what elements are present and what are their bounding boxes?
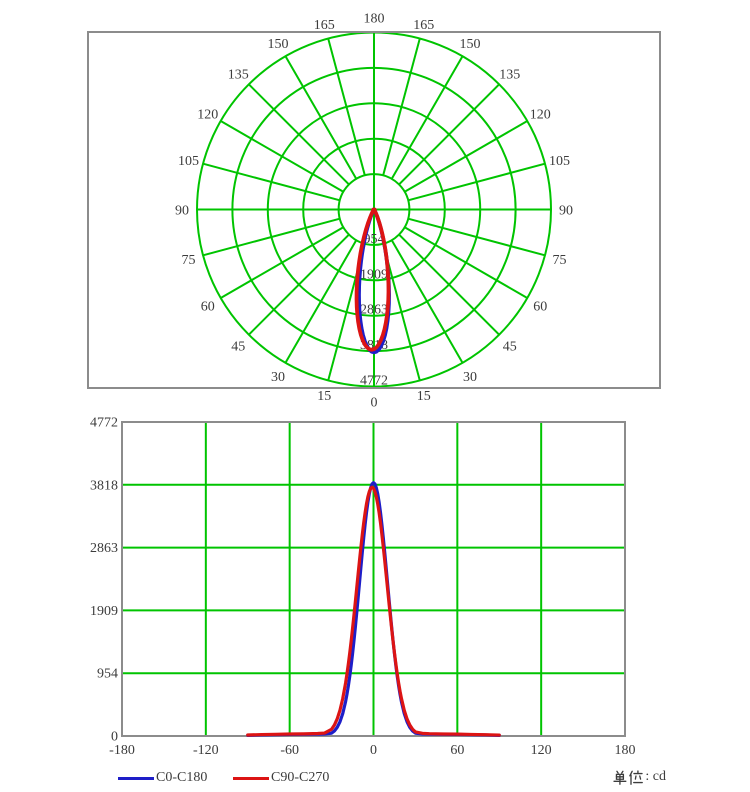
cartesian-grid [122, 422, 625, 736]
polar-spoke [404, 120, 528, 193]
polar-spoke [202, 162, 341, 202]
y-tick-label: 3818 [90, 478, 118, 493]
polar-spoke [390, 239, 464, 364]
y-tick-label: 4772 [90, 416, 118, 431]
x-tick-label: 0 [370, 743, 377, 758]
polar-curves [354, 207, 391, 355]
x-tick-label: 60 [450, 743, 464, 758]
polar-spoke [284, 239, 358, 364]
polar-angle-label: 180 [364, 12, 385, 27]
cartesian-labels: -180 -120 -60 0 60 120 180 0 954 1909 2863 3818 4772 [90, 416, 636, 759]
polar-angle-label: 45 [503, 339, 517, 354]
polar-angle-label: 90 [175, 204, 189, 219]
polar-spoke [220, 226, 344, 299]
unit-cjk-glyphs [613, 769, 644, 785]
polar-spoke [398, 233, 500, 336]
x-tick-label: 180 [615, 743, 636, 758]
polar-angle-label: 0 [371, 396, 378, 411]
x-tick-label: -60 [280, 743, 299, 758]
cartesian-curves [246, 481, 501, 737]
polar-angle-label: 60 [201, 300, 215, 315]
cjk-dan-glyph [613, 770, 627, 785]
polar-angle-label: 150 [460, 37, 481, 52]
polar-spoke [248, 83, 350, 186]
polar-angle-label: 30 [271, 370, 285, 385]
polar-ring-label: 2863 [360, 303, 388, 318]
polar-angle-label: 105 [549, 154, 570, 169]
polar-spoke [284, 55, 358, 180]
polar-angle-label: 135 [499, 68, 520, 83]
legend-item-c0-c180: C0-C180 [118, 769, 207, 787]
legend-label-c90-c270: C90-C270 [271, 770, 330, 785]
polar-angle-label: 90 [559, 204, 573, 219]
y-tick-label: 954 [97, 667, 118, 682]
x-tick-label: -180 [109, 743, 135, 758]
polar-angle-label: 165 [413, 18, 434, 33]
polar-spoke [202, 217, 341, 257]
legend-line-c0-c180 [118, 776, 154, 780]
unit-caption: : cd [612, 768, 666, 786]
polar-angle-label: 15 [417, 389, 431, 404]
polar-spoke [382, 38, 421, 176]
polar-angle-label: 105 [178, 154, 199, 169]
unit-colon: : [645, 769, 650, 784]
legend-item-c90-c270: C90-C270 [233, 769, 329, 787]
polar-ring-label: 954 [364, 232, 385, 247]
polar-angle-label: 30 [463, 370, 477, 385]
polar-spoke [390, 55, 464, 180]
polar-curve-c90-c270 [354, 207, 391, 352]
polar-angle-label: 135 [228, 68, 249, 83]
polar-angle-label: 60 [533, 300, 547, 315]
polar-spoke [407, 162, 546, 202]
x-tick-label: -120 [193, 743, 219, 758]
intensity-chart: -180 -120 -60 0 60 120 180 0 954 1909 2863 3818 4772 [90, 416, 636, 759]
polar-angle-label: 15 [317, 389, 331, 404]
polar-spoke [248, 233, 350, 336]
polar-angle-label: 120 [197, 108, 218, 123]
polar-angle-label: 75 [182, 253, 196, 268]
polar-spoke [220, 120, 344, 193]
polar-spoke [407, 217, 546, 257]
unit-value: cd [652, 769, 666, 784]
intensity-curve-c90-c270 [246, 485, 501, 737]
polar-angle-label: 165 [314, 18, 335, 33]
y-tick-label: 0 [111, 730, 118, 745]
x-tick-label: 120 [531, 743, 552, 758]
polar-angle-label: 120 [530, 108, 551, 123]
y-tick-label: 2863 [90, 541, 118, 556]
polar-angle-label: 45 [231, 339, 245, 354]
legend-label-c0-c180: C0-C180 [156, 770, 208, 785]
polar-spoke [398, 83, 500, 186]
polar-spoke [404, 226, 528, 299]
polar-spoke [327, 38, 366, 176]
legend-line-c90-c270 [233, 776, 269, 780]
polar-angle-label: 150 [268, 37, 289, 52]
polar-angle-label: 75 [552, 253, 566, 268]
polar-ring-label: 4772 [360, 374, 388, 389]
cjk-wei-glyph [629, 769, 644, 785]
polar-ring-label: 1909 [360, 267, 388, 282]
polar-frame [87, 31, 661, 389]
y-tick-label: 1909 [90, 604, 118, 619]
cartesian-frame [121, 421, 626, 737]
